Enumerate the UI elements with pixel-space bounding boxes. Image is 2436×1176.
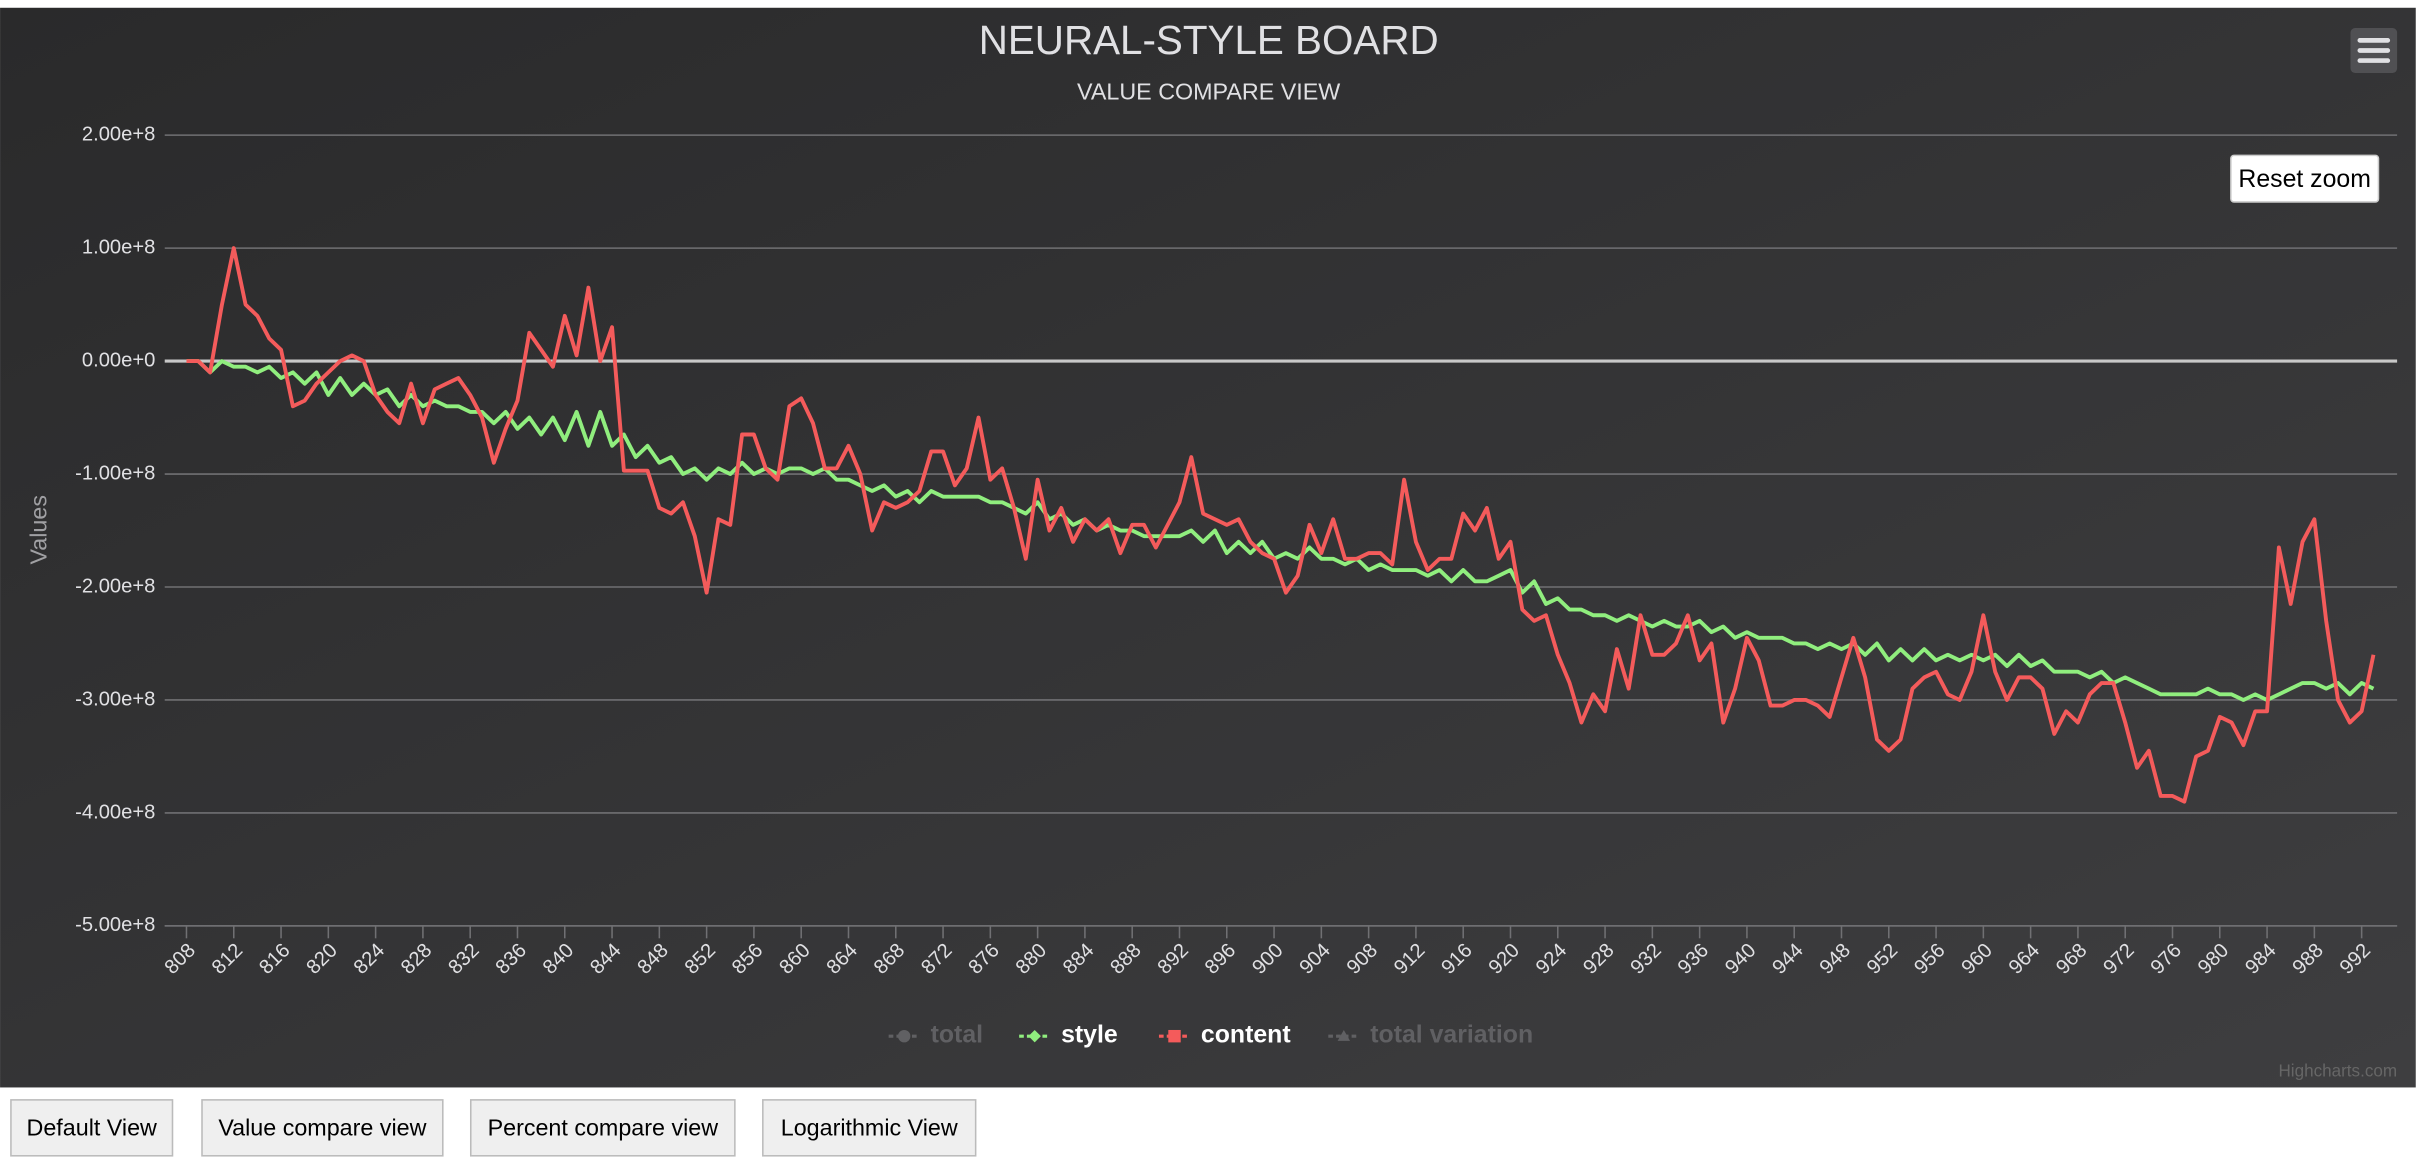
plot: 2.00e+8 1.00e+8 0.00e+0 -1.00e+8 -2.00e+8 -3.… — [75, 123, 2398, 1049]
legend-item[interactable]: style — [1019, 1022, 1118, 1049]
menu-icon — [2357, 38, 2391, 63]
series-line — [186, 359, 2375, 702]
y-tick-label: 2.00e+8 — [82, 123, 156, 145]
button-bg[interactable] — [10, 1099, 174, 1157]
y-tick-label: -5.00e+8 — [75, 914, 155, 936]
y-tick-label: -3.00e+8 — [75, 688, 155, 710]
credit: Highcharts.com — [2278, 1061, 2397, 1080]
legend-label[interactable]: total — [931, 1022, 983, 1049]
button-bg[interactable] — [762, 1099, 977, 1157]
view-button[interactable]: Value compare view — [201, 1099, 444, 1157]
legend-marker — [897, 1029, 911, 1043]
legend-label[interactable]: style — [1061, 1022, 1118, 1049]
button-label[interactable]: Default View — [27, 1115, 158, 1141]
legend-item[interactable]: total — [888, 1022, 983, 1049]
button-label[interactable]: Percent compare view — [488, 1115, 719, 1141]
chart-subtitle: VALUE COMPARE VIEW — [1077, 78, 1340, 104]
legend-item[interactable]: content — [1158, 1022, 1291, 1049]
menu-button[interactable] — [2350, 27, 2398, 74]
legend-item[interactable]: total variation — [1328, 1022, 1533, 1049]
legend-label[interactable]: content — [1201, 1022, 1291, 1049]
button-bg[interactable] — [201, 1099, 444, 1157]
y-tick-label: 0.00e+0 — [82, 349, 156, 371]
button-label[interactable]: Value compare view — [218, 1115, 426, 1141]
legend-marker — [1337, 1029, 1351, 1041]
reset-zoom-label[interactable]: Reset zoom — [2238, 166, 2371, 193]
button-bg[interactable] — [469, 1099, 736, 1157]
view-button[interactable]: Default View — [10, 1099, 174, 1157]
view-button[interactable]: Logarithmic View — [762, 1099, 977, 1157]
chart-title: NEURAL-STYLE BOARD — [979, 17, 1439, 63]
view-button[interactable]: Percent compare view — [469, 1099, 736, 1157]
view-buttons: Default View Value compare view Percent co… — [10, 1099, 977, 1157]
y-tick-label: -2.00e+8 — [75, 575, 155, 597]
y-tick-label: -1.00e+8 — [75, 462, 155, 484]
button-label[interactable]: Logarithmic View — [781, 1115, 958, 1141]
reset-zoom-bg[interactable] — [2230, 154, 2380, 203]
y-tick-label: -4.00e+8 — [75, 801, 155, 823]
series-line — [186, 246, 2376, 804]
y-axis-title: Values — [26, 495, 52, 565]
legend-label[interactable]: total variation — [1370, 1022, 1533, 1049]
y-tick-label: 1.00e+8 — [82, 236, 156, 258]
legend-marker — [1168, 1029, 1181, 1043]
chart-background — [0, 7, 2416, 1088]
reset-zoom[interactable]: Reset zoom — [2230, 154, 2380, 203]
